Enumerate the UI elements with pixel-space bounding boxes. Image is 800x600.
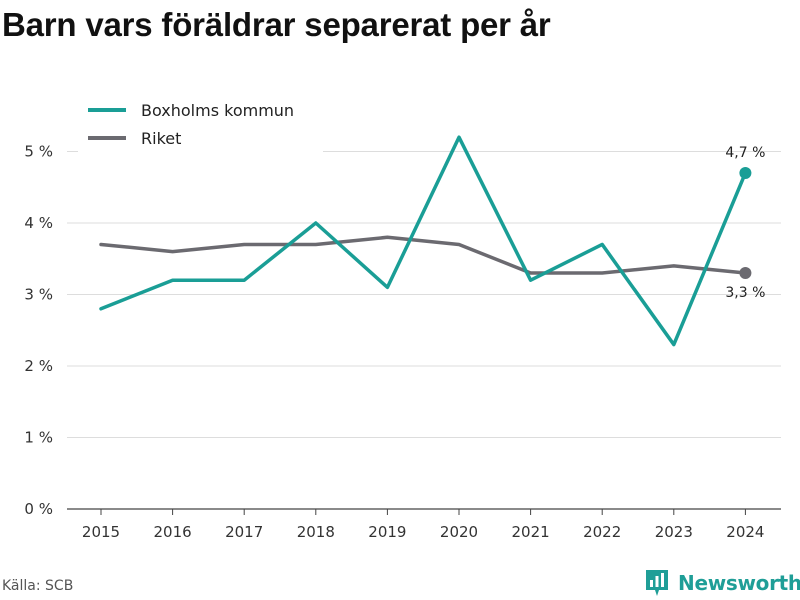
x-axis: 2015 2016 2017 2018 2019 2020 2021 2022 2023 2024 <box>67 508 781 541</box>
y-axis-ticks: 0 % 1 % 2 % 3 % 4 % 5 % <box>24 143 53 519</box>
y-tick-label: 0 % <box>24 500 53 518</box>
newsworthy-icon <box>646 570 668 596</box>
gridlines <box>67 151 781 438</box>
y-tick-label: 1 % <box>24 429 53 447</box>
y-tick-label: 5 % <box>24 143 53 161</box>
x-tick-label: 2023 <box>655 523 693 541</box>
series-layer: 4,7 % 3,3 % <box>99 135 765 347</box>
legend-label: Boxholms kommun <box>141 101 294 120</box>
x-tick-label: 2017 <box>225 523 263 541</box>
y-tick-label: 3 % <box>24 286 53 304</box>
x-tick-label: 2019 <box>368 523 406 541</box>
series-end-label: 3,3 % <box>725 285 765 301</box>
x-tick-label: 2015 <box>82 523 120 541</box>
legend-background <box>78 95 323 157</box>
brand-logo: Newsworthy <box>644 568 800 598</box>
series-end-point <box>739 267 752 280</box>
x-tick-label: 2018 <box>297 523 335 541</box>
series-end-point <box>739 166 752 179</box>
x-tick-label: 2022 <box>583 523 621 541</box>
x-tick-label: 2020 <box>440 523 478 541</box>
legend-label: Riket <box>141 129 181 148</box>
legend: Boxholms kommun Riket <box>78 95 323 157</box>
source-note: Källa: SCB <box>2 578 74 594</box>
series-end-label: 4,7 % <box>725 145 765 161</box>
series-line <box>99 135 748 347</box>
y-tick-label: 4 % <box>24 214 53 232</box>
y-tick-label: 2 % <box>24 357 53 375</box>
series-line <box>99 235 748 275</box>
x-tick-label: 2024 <box>726 523 764 541</box>
x-tick-label: 2016 <box>154 523 192 541</box>
x-tick-label: 2021 <box>512 523 550 541</box>
brand-name: Newsworthy <box>678 571 800 595</box>
chart-title: Barn vars föräldrar separerat per år <box>2 6 551 43</box>
